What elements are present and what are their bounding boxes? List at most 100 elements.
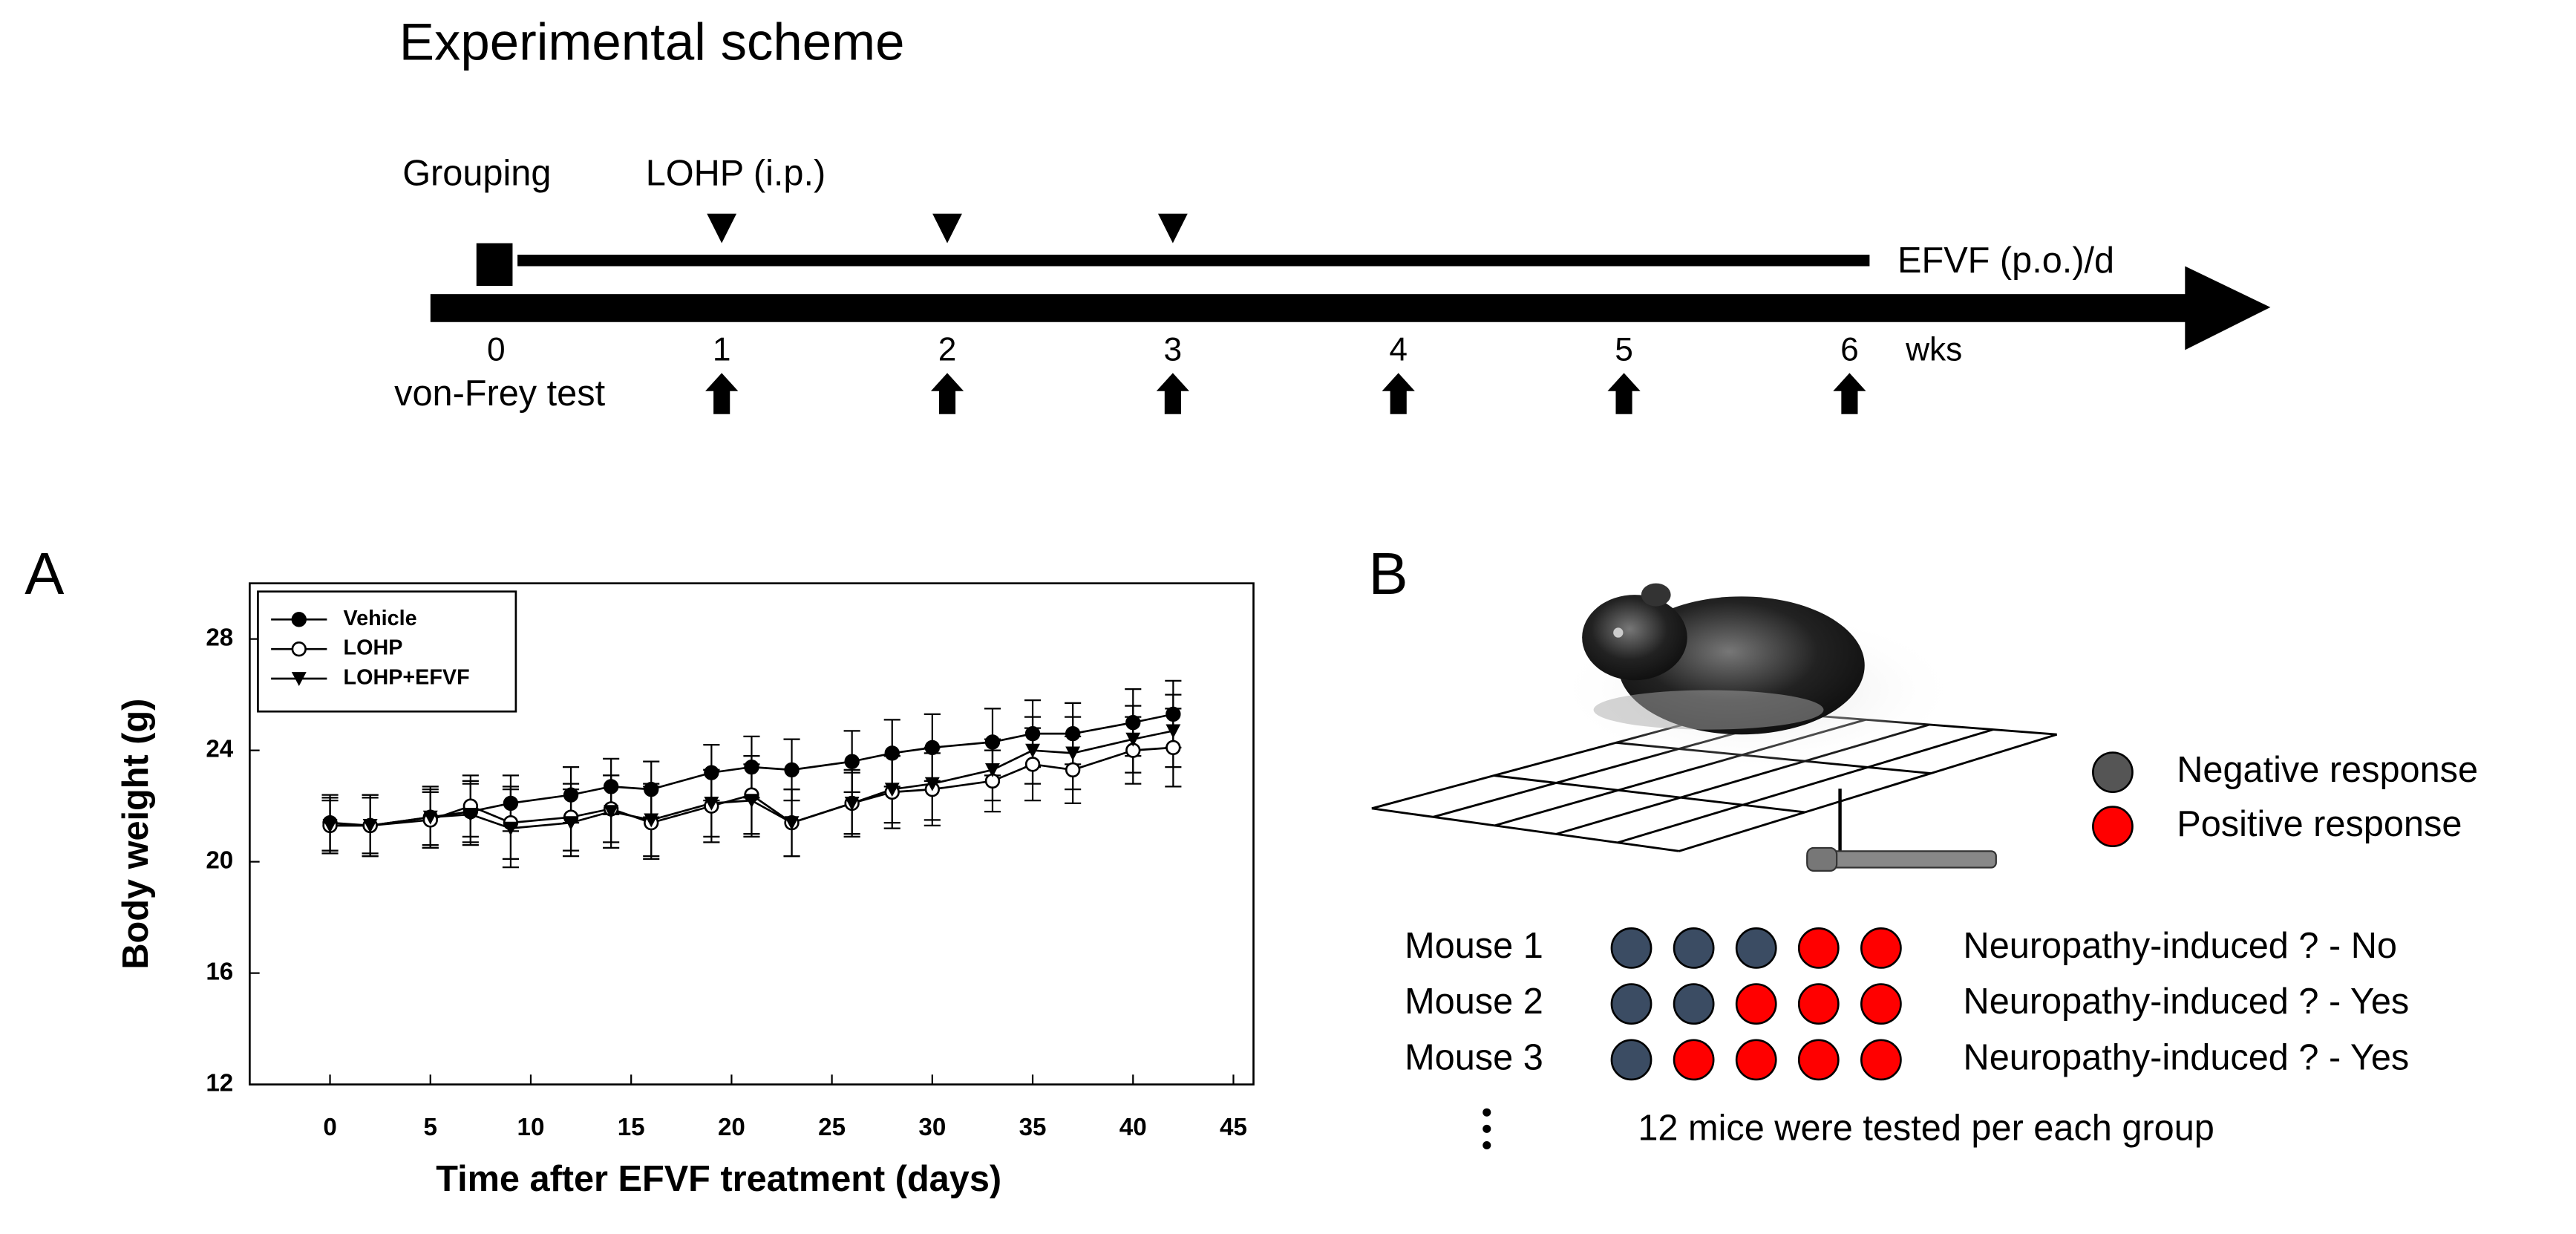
response bbox=[1735, 1039, 1777, 1081]
test-arrow bbox=[930, 373, 964, 414]
response bbox=[1673, 983, 1715, 1025]
response bbox=[1735, 927, 1777, 969]
x-tick-label: 15 bbox=[618, 1114, 645, 1141]
x-tick-label: 40 bbox=[1119, 1114, 1147, 1141]
x-tick-label: 25 bbox=[818, 1114, 846, 1141]
marker bbox=[503, 821, 518, 836]
test-label: von-Frey test bbox=[394, 373, 605, 414]
response bbox=[1735, 983, 1777, 1025]
grouping-marker bbox=[476, 243, 513, 287]
response bbox=[1797, 983, 1840, 1025]
test-arrow bbox=[1833, 373, 1866, 414]
marker bbox=[503, 795, 519, 812]
marker bbox=[985, 763, 1000, 777]
legend-label: Negative response bbox=[2177, 750, 2478, 790]
y-tick-label: 16 bbox=[206, 958, 233, 985]
injection-arrow bbox=[707, 213, 737, 244]
marker bbox=[784, 762, 800, 778]
marker bbox=[563, 787, 579, 803]
chart: 12 16 20 24 28 0 5 10 15 20 25 30 35 40 45 Time after E… bbox=[116, 582, 1255, 1199]
response bbox=[1673, 927, 1715, 969]
injection-arrow bbox=[932, 213, 962, 244]
marker bbox=[1024, 725, 1041, 742]
legend-marker bbox=[2092, 806, 2134, 848]
test-arrow bbox=[705, 373, 739, 414]
week-label: 2 bbox=[938, 331, 957, 368]
legend-marker bbox=[291, 612, 307, 627]
legend-label: LOHP+EFVF bbox=[344, 666, 470, 690]
test-arrow bbox=[1382, 373, 1415, 414]
treatment-line bbox=[517, 255, 1870, 267]
week-label: 0 bbox=[487, 331, 506, 368]
panel-label: A bbox=[24, 541, 64, 607]
response-table: Negative response Positive response Mouse … bbox=[1405, 750, 2478, 1081]
response bbox=[1860, 927, 1902, 969]
mouse-feet bbox=[1593, 690, 1824, 730]
marker bbox=[1065, 746, 1081, 761]
y-tick-label: 20 bbox=[206, 846, 233, 874]
test-arrow bbox=[1156, 373, 1189, 414]
marker bbox=[1065, 762, 1081, 778]
marker bbox=[644, 813, 659, 828]
x-tick-label: 35 bbox=[1019, 1114, 1047, 1141]
result-label: Neuropathy-induced ? - Yes bbox=[1964, 1037, 2410, 1077]
marker bbox=[644, 781, 659, 797]
marker bbox=[604, 805, 619, 820]
grid-line bbox=[1371, 807, 1679, 852]
injection-arrow bbox=[1157, 213, 1188, 244]
grouping-label: Grouping bbox=[402, 154, 551, 194]
marker bbox=[422, 810, 438, 825]
week-unit: wks bbox=[1905, 331, 1962, 368]
grid-line bbox=[1494, 774, 1805, 814]
mouse-head bbox=[1582, 595, 1687, 681]
plot-frame bbox=[249, 582, 1255, 1086]
response bbox=[1797, 1039, 1840, 1081]
mouse-eye bbox=[1613, 627, 1624, 638]
ellipsis-dot bbox=[1482, 1108, 1491, 1117]
marker bbox=[984, 734, 1001, 750]
marker bbox=[1024, 757, 1041, 772]
timeline-arrowhead bbox=[2185, 266, 2271, 350]
marker bbox=[744, 759, 759, 775]
marker bbox=[1065, 725, 1081, 742]
response bbox=[1610, 1039, 1653, 1081]
grid-line bbox=[1678, 733, 2058, 852]
week-label: 6 bbox=[1840, 331, 1859, 368]
legend-marker bbox=[2092, 751, 2134, 794]
marker bbox=[704, 797, 719, 811]
x-tick-label: 0 bbox=[323, 1114, 336, 1141]
response bbox=[1673, 1039, 1715, 1081]
marker bbox=[563, 816, 579, 831]
x-axis-label: Time after EFVF treatment (days) bbox=[436, 1159, 1001, 1199]
week-label: 5 bbox=[1615, 331, 1633, 368]
marker bbox=[1125, 732, 1141, 747]
result-label: Neuropathy-induced ? - Yes bbox=[1964, 982, 2410, 1022]
legend-label: Vehicle bbox=[344, 607, 417, 630]
note: 12 mice were tested per each group bbox=[1638, 1108, 2214, 1148]
mouse-label: Mouse 1 bbox=[1405, 926, 1543, 966]
marker bbox=[322, 819, 338, 833]
marker bbox=[603, 779, 619, 794]
response bbox=[1860, 983, 1902, 1025]
x-tick-label: 30 bbox=[918, 1114, 946, 1141]
marker bbox=[884, 745, 900, 761]
scheme-title: Experimental scheme bbox=[399, 13, 905, 72]
y-tick-label: 28 bbox=[206, 624, 233, 651]
mouse-ear bbox=[1641, 583, 1671, 607]
marker bbox=[924, 777, 940, 791]
ellipsis-dot bbox=[1482, 1124, 1491, 1133]
marker bbox=[1166, 724, 1181, 739]
legend-marker bbox=[291, 641, 307, 657]
marker bbox=[462, 808, 478, 822]
test-arrow bbox=[1607, 373, 1641, 414]
x-tick-label: 45 bbox=[1220, 1114, 1247, 1141]
treatment-label: EFVF (p.o.)/d bbox=[1897, 241, 2114, 281]
week-label: 4 bbox=[1389, 331, 1408, 368]
grid-line bbox=[1617, 728, 1994, 844]
ellipsis-dot bbox=[1482, 1140, 1491, 1150]
legend-label: LOHP bbox=[344, 636, 403, 660]
probe-tip bbox=[1806, 846, 1838, 872]
marker bbox=[784, 816, 800, 831]
